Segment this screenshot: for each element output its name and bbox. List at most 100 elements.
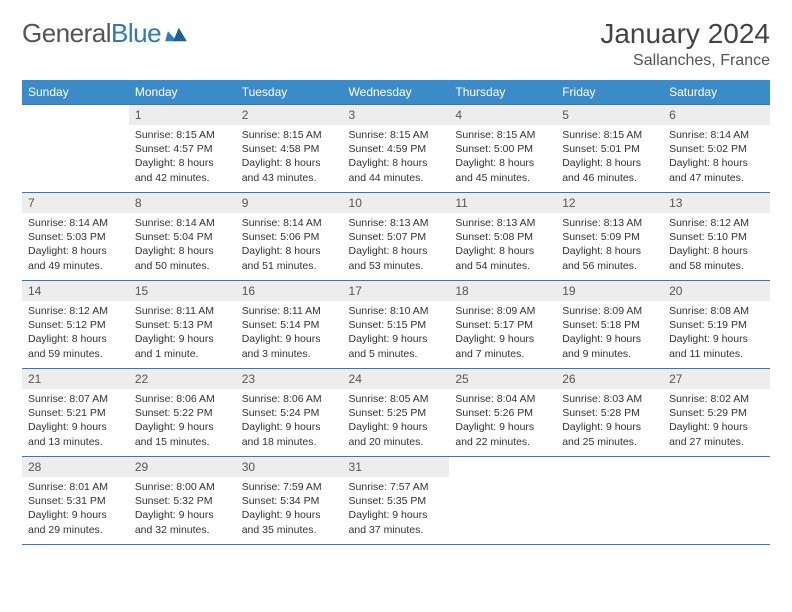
day-number: 8 bbox=[129, 193, 236, 213]
day-number: 22 bbox=[129, 369, 236, 389]
day-daylight: Daylight: 9 hours and 22 minutes. bbox=[455, 420, 550, 448]
day-details: Sunrise: 8:10 AMSunset: 5:15 PMDaylight:… bbox=[343, 301, 450, 367]
day-details: Sunrise: 8:14 AMSunset: 5:03 PMDaylight:… bbox=[22, 213, 129, 279]
day-number: 28 bbox=[22, 457, 129, 477]
day-number: 19 bbox=[556, 281, 663, 301]
day-daylight: Daylight: 9 hours and 20 minutes. bbox=[349, 420, 444, 448]
weekday-header: Monday bbox=[129, 80, 236, 105]
day-daylight: Daylight: 8 hours and 56 minutes. bbox=[562, 244, 657, 272]
day-daylight: Daylight: 8 hours and 47 minutes. bbox=[669, 156, 764, 184]
day-sunset: Sunset: 5:35 PM bbox=[349, 494, 444, 508]
day-daylight: Daylight: 9 hours and 3 minutes. bbox=[242, 332, 337, 360]
day-sunrise: Sunrise: 8:15 AM bbox=[242, 128, 337, 142]
day-details: Sunrise: 8:14 AMSunset: 5:04 PMDaylight:… bbox=[129, 213, 236, 279]
day-sunset: Sunset: 5:09 PM bbox=[562, 230, 657, 244]
calendar-day-cell: 20Sunrise: 8:08 AMSunset: 5:19 PMDayligh… bbox=[663, 281, 770, 369]
day-daylight: Daylight: 8 hours and 53 minutes. bbox=[349, 244, 444, 272]
day-number: 15 bbox=[129, 281, 236, 301]
day-sunset: Sunset: 5:15 PM bbox=[349, 318, 444, 332]
day-sunrise: Sunrise: 8:15 AM bbox=[349, 128, 444, 142]
day-sunset: Sunset: 5:34 PM bbox=[242, 494, 337, 508]
calendar-day-cell: 5Sunrise: 8:15 AMSunset: 5:01 PMDaylight… bbox=[556, 105, 663, 193]
calendar-day-cell: 9Sunrise: 8:14 AMSunset: 5:06 PMDaylight… bbox=[236, 193, 343, 281]
calendar-day-cell: 27Sunrise: 8:02 AMSunset: 5:29 PMDayligh… bbox=[663, 369, 770, 457]
day-number: 14 bbox=[22, 281, 129, 301]
day-sunrise: Sunrise: 8:14 AM bbox=[135, 216, 230, 230]
day-daylight: Daylight: 8 hours and 49 minutes. bbox=[28, 244, 123, 272]
day-sunrise: Sunrise: 8:09 AM bbox=[562, 304, 657, 318]
calendar-day-cell: 30Sunrise: 7:59 AMSunset: 5:34 PMDayligh… bbox=[236, 457, 343, 545]
day-sunset: Sunset: 5:00 PM bbox=[455, 142, 550, 156]
calendar-week-row: 28Sunrise: 8:01 AMSunset: 5:31 PMDayligh… bbox=[22, 457, 770, 545]
day-daylight: Daylight: 8 hours and 43 minutes. bbox=[242, 156, 337, 184]
day-details: Sunrise: 8:12 AMSunset: 5:10 PMDaylight:… bbox=[663, 213, 770, 279]
logo: GeneralBlue bbox=[22, 18, 187, 49]
day-sunset: Sunset: 4:59 PM bbox=[349, 142, 444, 156]
day-sunrise: Sunrise: 8:07 AM bbox=[28, 392, 123, 406]
calendar-day-cell: 21Sunrise: 8:07 AMSunset: 5:21 PMDayligh… bbox=[22, 369, 129, 457]
day-details: Sunrise: 8:13 AMSunset: 5:08 PMDaylight:… bbox=[449, 213, 556, 279]
day-daylight: Daylight: 8 hours and 59 minutes. bbox=[28, 332, 123, 360]
day-number: 30 bbox=[236, 457, 343, 477]
calendar-table: Sunday Monday Tuesday Wednesday Thursday… bbox=[22, 80, 770, 545]
day-sunrise: Sunrise: 8:01 AM bbox=[28, 480, 123, 494]
day-number: 4 bbox=[449, 105, 556, 125]
day-daylight: Daylight: 9 hours and 25 minutes. bbox=[562, 420, 657, 448]
day-sunrise: Sunrise: 8:11 AM bbox=[135, 304, 230, 318]
day-sunset: Sunset: 5:25 PM bbox=[349, 406, 444, 420]
day-daylight: Daylight: 8 hours and 50 minutes. bbox=[135, 244, 230, 272]
day-daylight: Daylight: 8 hours and 42 minutes. bbox=[135, 156, 230, 184]
day-sunrise: Sunrise: 8:13 AM bbox=[349, 216, 444, 230]
day-number: 21 bbox=[22, 369, 129, 389]
day-sunrise: Sunrise: 7:57 AM bbox=[349, 480, 444, 494]
day-details: Sunrise: 8:09 AMSunset: 5:18 PMDaylight:… bbox=[556, 301, 663, 367]
calendar-day-cell bbox=[663, 457, 770, 545]
day-sunrise: Sunrise: 8:14 AM bbox=[669, 128, 764, 142]
day-details: Sunrise: 8:06 AMSunset: 5:24 PMDaylight:… bbox=[236, 389, 343, 455]
day-daylight: Daylight: 8 hours and 45 minutes. bbox=[455, 156, 550, 184]
day-details: Sunrise: 8:14 AMSunset: 5:02 PMDaylight:… bbox=[663, 125, 770, 191]
calendar-day-cell: 22Sunrise: 8:06 AMSunset: 5:22 PMDayligh… bbox=[129, 369, 236, 457]
weekday-header: Friday bbox=[556, 80, 663, 105]
day-daylight: Daylight: 9 hours and 15 minutes. bbox=[135, 420, 230, 448]
day-details: Sunrise: 8:08 AMSunset: 5:19 PMDaylight:… bbox=[663, 301, 770, 367]
day-number: 1 bbox=[129, 105, 236, 125]
month-title: January 2024 bbox=[600, 18, 770, 50]
calendar-day-cell: 10Sunrise: 8:13 AMSunset: 5:07 PMDayligh… bbox=[343, 193, 450, 281]
day-sunrise: Sunrise: 8:04 AM bbox=[455, 392, 550, 406]
weekday-header: Thursday bbox=[449, 80, 556, 105]
day-daylight: Daylight: 8 hours and 54 minutes. bbox=[455, 244, 550, 272]
day-number: 20 bbox=[663, 281, 770, 301]
day-sunset: Sunset: 5:06 PM bbox=[242, 230, 337, 244]
day-sunrise: Sunrise: 7:59 AM bbox=[242, 480, 337, 494]
day-details: Sunrise: 8:03 AMSunset: 5:28 PMDaylight:… bbox=[556, 389, 663, 455]
day-details: Sunrise: 8:01 AMSunset: 5:31 PMDaylight:… bbox=[22, 477, 129, 543]
day-number: 18 bbox=[449, 281, 556, 301]
weekday-header: Wednesday bbox=[343, 80, 450, 105]
day-sunset: Sunset: 5:32 PM bbox=[135, 494, 230, 508]
calendar-day-cell: 26Sunrise: 8:03 AMSunset: 5:28 PMDayligh… bbox=[556, 369, 663, 457]
calendar-day-cell: 1Sunrise: 8:15 AMSunset: 4:57 PMDaylight… bbox=[129, 105, 236, 193]
calendar-week-row: 21Sunrise: 8:07 AMSunset: 5:21 PMDayligh… bbox=[22, 369, 770, 457]
day-details: Sunrise: 8:11 AMSunset: 5:13 PMDaylight:… bbox=[129, 301, 236, 367]
day-number: 31 bbox=[343, 457, 450, 477]
day-number: 9 bbox=[236, 193, 343, 213]
day-daylight: Daylight: 9 hours and 5 minutes. bbox=[349, 332, 444, 360]
day-daylight: Daylight: 8 hours and 46 minutes. bbox=[562, 156, 657, 184]
day-sunset: Sunset: 5:28 PM bbox=[562, 406, 657, 420]
calendar-week-row: 7Sunrise: 8:14 AMSunset: 5:03 PMDaylight… bbox=[22, 193, 770, 281]
day-details: Sunrise: 8:00 AMSunset: 5:32 PMDaylight:… bbox=[129, 477, 236, 543]
day-sunrise: Sunrise: 8:08 AM bbox=[669, 304, 764, 318]
day-sunrise: Sunrise: 8:14 AM bbox=[28, 216, 123, 230]
calendar-day-cell: 2Sunrise: 8:15 AMSunset: 4:58 PMDaylight… bbox=[236, 105, 343, 193]
day-sunset: Sunset: 5:04 PM bbox=[135, 230, 230, 244]
header: GeneralBlue January 2024 Sallanches, Fra… bbox=[22, 18, 770, 70]
day-details: Sunrise: 8:07 AMSunset: 5:21 PMDaylight:… bbox=[22, 389, 129, 455]
title-block: January 2024 Sallanches, France bbox=[600, 18, 770, 70]
day-details: Sunrise: 7:57 AMSunset: 5:35 PMDaylight:… bbox=[343, 477, 450, 543]
day-sunset: Sunset: 5:12 PM bbox=[28, 318, 123, 332]
day-sunset: Sunset: 5:10 PM bbox=[669, 230, 764, 244]
day-sunrise: Sunrise: 8:15 AM bbox=[562, 128, 657, 142]
day-sunrise: Sunrise: 8:13 AM bbox=[455, 216, 550, 230]
day-number: 3 bbox=[343, 105, 450, 125]
